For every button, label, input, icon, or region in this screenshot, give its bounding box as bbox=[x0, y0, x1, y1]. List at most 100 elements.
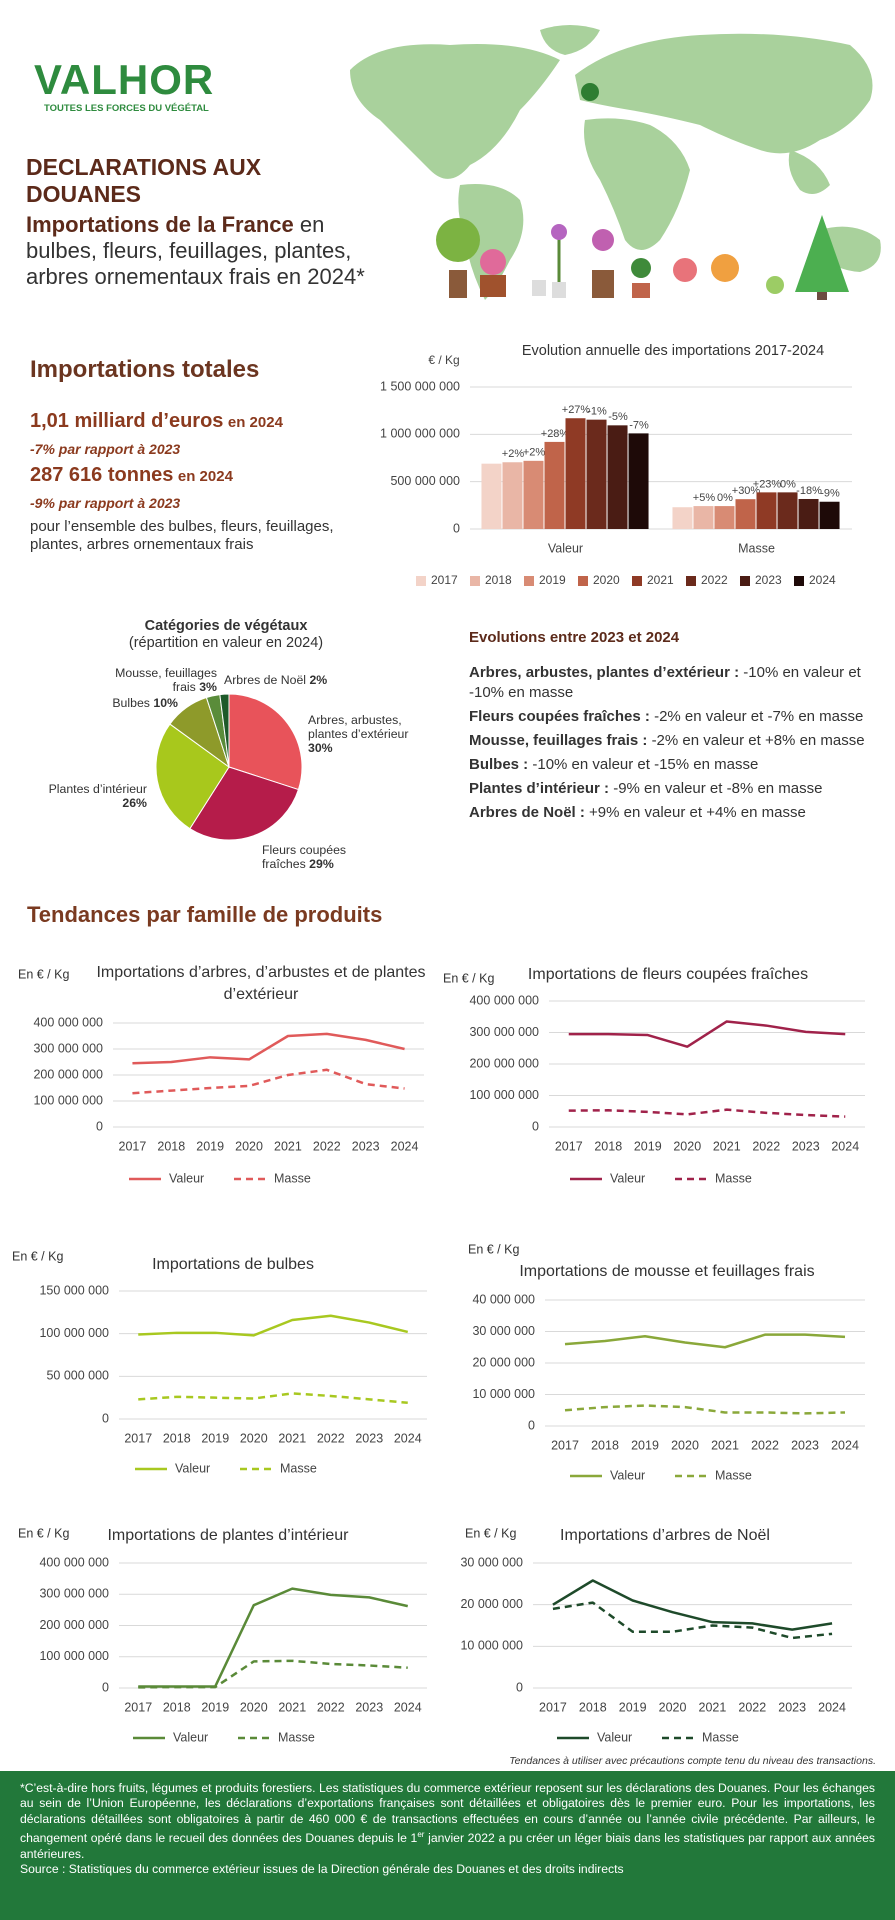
totals-value: 1,01 milliard d’euros en 2024 bbox=[30, 410, 283, 433]
legend-label: Masse bbox=[715, 1171, 752, 1185]
bar bbox=[819, 501, 840, 529]
footer-source: Source : Statistiques du commerce extéri… bbox=[20, 1862, 624, 1877]
x-tick-label: 2023 bbox=[355, 1700, 383, 1714]
y-tick-label: 400 000 000 bbox=[469, 993, 539, 1007]
evolution-label: Mousse, feuillages frais : bbox=[469, 732, 648, 749]
chart-title: Importations d’arbres, d’arbustes et de … bbox=[96, 964, 426, 1003]
change-label: -1% bbox=[587, 406, 607, 418]
section-title: Tendances par famille de produits bbox=[27, 902, 383, 927]
bar bbox=[735, 499, 756, 529]
y-tick-label: 1 500 000 000 bbox=[380, 379, 460, 393]
evolution-text: -10% en valeur et -10% en masse bbox=[469, 664, 861, 701]
change-label: -7% bbox=[629, 419, 649, 431]
change-label: +23% bbox=[753, 478, 782, 490]
x-tick-label: 2020 bbox=[235, 1139, 263, 1153]
evolution-label: Arbres, arbustes, plantes d’extérieur : bbox=[469, 664, 740, 681]
x-tick-label: 2023 bbox=[792, 1139, 820, 1153]
x-tick-label: 2021 bbox=[699, 1700, 727, 1714]
x-tick-label: 2020 bbox=[671, 1438, 699, 1452]
evolution-item: Arbres, arbustes, plantes d’extérieur : … bbox=[469, 663, 869, 703]
bar bbox=[798, 498, 819, 529]
bar bbox=[777, 492, 798, 529]
x-tick-label: 2019 bbox=[634, 1139, 662, 1153]
slice-category: Arbres, arbustes, plantes d’extérieur bbox=[308, 713, 409, 741]
x-tick-label: 2024 bbox=[831, 1438, 859, 1452]
change-label: +5% bbox=[693, 492, 716, 504]
value-amount: 1,01 milliard d’euros bbox=[30, 410, 224, 432]
slice-label: Bulbes 10% bbox=[90, 696, 178, 710]
legend-swatch bbox=[686, 576, 696, 586]
bar bbox=[565, 418, 586, 529]
y-tick-label: 100 000 000 bbox=[39, 1326, 109, 1340]
evolution-item: Plantes d’intérieur : -9% en valeur et -… bbox=[469, 779, 869, 799]
y-axis-label: En € / Kg bbox=[468, 1242, 519, 1256]
legend-label: Masse bbox=[274, 1171, 311, 1185]
legend-label: Valeur bbox=[597, 1730, 632, 1744]
x-tick-label: 2017 bbox=[124, 1431, 152, 1445]
x-tick-label: 2017 bbox=[551, 1438, 579, 1452]
x-tick-label: 2022 bbox=[313, 1139, 341, 1153]
chart-title: Importations d’arbres de Noël bbox=[560, 1527, 770, 1544]
y-tick-label: 30 000 000 bbox=[472, 1324, 535, 1338]
y-tick-label: 0 bbox=[102, 1680, 109, 1694]
chart-title: Importations de plantes d’intérieur bbox=[107, 1527, 349, 1544]
x-tick-label: Valeur bbox=[548, 541, 583, 555]
x-tick-label: 2019 bbox=[201, 1700, 229, 1714]
y-tick-label: 300 000 000 bbox=[33, 1041, 103, 1055]
evolution-item: Arbres de Noël : +9% en valeur et +4% en… bbox=[469, 803, 869, 823]
change-label: +30% bbox=[732, 485, 761, 497]
legend-label: Valeur bbox=[169, 1171, 204, 1185]
slice-value-label: 3% bbox=[199, 680, 217, 694]
legend-swatch bbox=[578, 576, 588, 586]
slice-category: Bulbes bbox=[112, 696, 150, 710]
slice-value-label: 30% bbox=[308, 741, 333, 755]
legend-label: 2023 bbox=[755, 573, 782, 587]
y-tick-label: 0 bbox=[528, 1418, 535, 1432]
line-series bbox=[552, 1601, 833, 1640]
x-tick-label: 2021 bbox=[711, 1438, 739, 1452]
x-tick-label: 2019 bbox=[196, 1139, 224, 1153]
bar bbox=[544, 441, 565, 529]
y-axis-label: En € / Kg bbox=[443, 971, 494, 985]
y-tick-label: 0 bbox=[96, 1119, 103, 1133]
bar bbox=[714, 506, 735, 529]
slice-label: Plantes d’intérieur 26% bbox=[30, 782, 147, 810]
evolution-label: Arbres de Noël : bbox=[469, 804, 585, 821]
line-series bbox=[138, 1587, 409, 1688]
value-year: en 2024 bbox=[227, 414, 283, 431]
evolution-text: +9% en valeur et +4% en masse bbox=[589, 804, 806, 821]
totals-mass: 287 616 tonnes en 2024 bbox=[30, 464, 233, 487]
y-tick-label: 0 bbox=[102, 1411, 109, 1425]
evolution-item: Mousse, feuillages frais : -2% en valeur… bbox=[469, 731, 869, 751]
x-tick-label: 2024 bbox=[391, 1139, 419, 1153]
change-label: 0% bbox=[780, 478, 796, 490]
y-tick-label: 500 000 000 bbox=[390, 474, 460, 488]
evolution-label: Plantes d’intérieur : bbox=[469, 780, 610, 797]
footer-text-after: janvier 2022 a pu créer un léger biais d… bbox=[20, 1831, 875, 1861]
x-tick-label: 2022 bbox=[738, 1700, 766, 1714]
x-tick-label: 2024 bbox=[818, 1700, 846, 1714]
y-axis-label: En € / Kg bbox=[18, 967, 69, 981]
x-tick-label: Masse bbox=[738, 541, 775, 555]
y-tick-label: 50 000 000 bbox=[46, 1369, 109, 1383]
slice-category: Mousse, feuillages frais bbox=[115, 666, 217, 694]
world-map bbox=[350, 25, 881, 300]
legend-label: Valeur bbox=[173, 1730, 208, 1744]
y-tick-label: 100 000 000 bbox=[33, 1093, 103, 1107]
x-tick-label: 2021 bbox=[278, 1700, 306, 1714]
evolutions-title: Evolutions entre 2023 et 2024 bbox=[469, 629, 680, 646]
line-series bbox=[568, 1020, 846, 1048]
legend-label: 2017 bbox=[431, 573, 458, 587]
x-tick-label: 2022 bbox=[317, 1700, 345, 1714]
totals-scope: pour l’ensemble des bulbes, fleurs, feui… bbox=[30, 518, 334, 553]
x-tick-label: 2022 bbox=[751, 1438, 779, 1452]
evolution-label: Bulbes : bbox=[469, 756, 529, 773]
line-series bbox=[138, 1392, 408, 1405]
legend-label: 2022 bbox=[701, 573, 728, 587]
slice-label: Mousse, feuillages frais 3% bbox=[95, 666, 217, 694]
evolution-label: Fleurs coupées fraîches : bbox=[469, 708, 650, 725]
pie-slice bbox=[155, 723, 230, 830]
pie-slice bbox=[189, 766, 300, 841]
x-tick-label: 2023 bbox=[791, 1438, 819, 1452]
